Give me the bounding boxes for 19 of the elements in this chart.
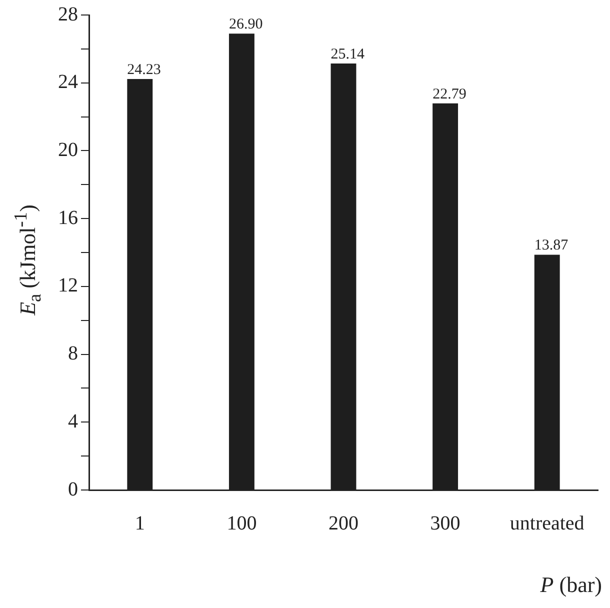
data-label: 25.14 [330,46,366,62]
data-label: 22.79 [432,86,466,102]
y-tick-label: 24 [58,71,78,94]
y-tick-label: 28 [58,3,78,26]
x-tick-label: 100 [226,512,257,534]
data-label: 13.87 [534,238,569,254]
x-tick-label: 200 [328,512,358,534]
data-label: 24.23 [127,62,161,78]
data-label: 26.90 [228,16,263,33]
x-axis-title: P (bar) [540,572,602,598]
x-tick-label: 1 [134,512,145,534]
y-tick-label: 16 [58,206,78,229]
y-tick-label: 4 [68,410,78,432]
x-tick-label: 300 [430,512,460,534]
y-tick-label: 12 [58,274,78,297]
y-tick-label: 20 [58,138,78,161]
y-tick-label: 8 [68,342,78,365]
y-tick-label: 0 [68,478,78,500]
x-tick-label: untreated [510,512,584,534]
